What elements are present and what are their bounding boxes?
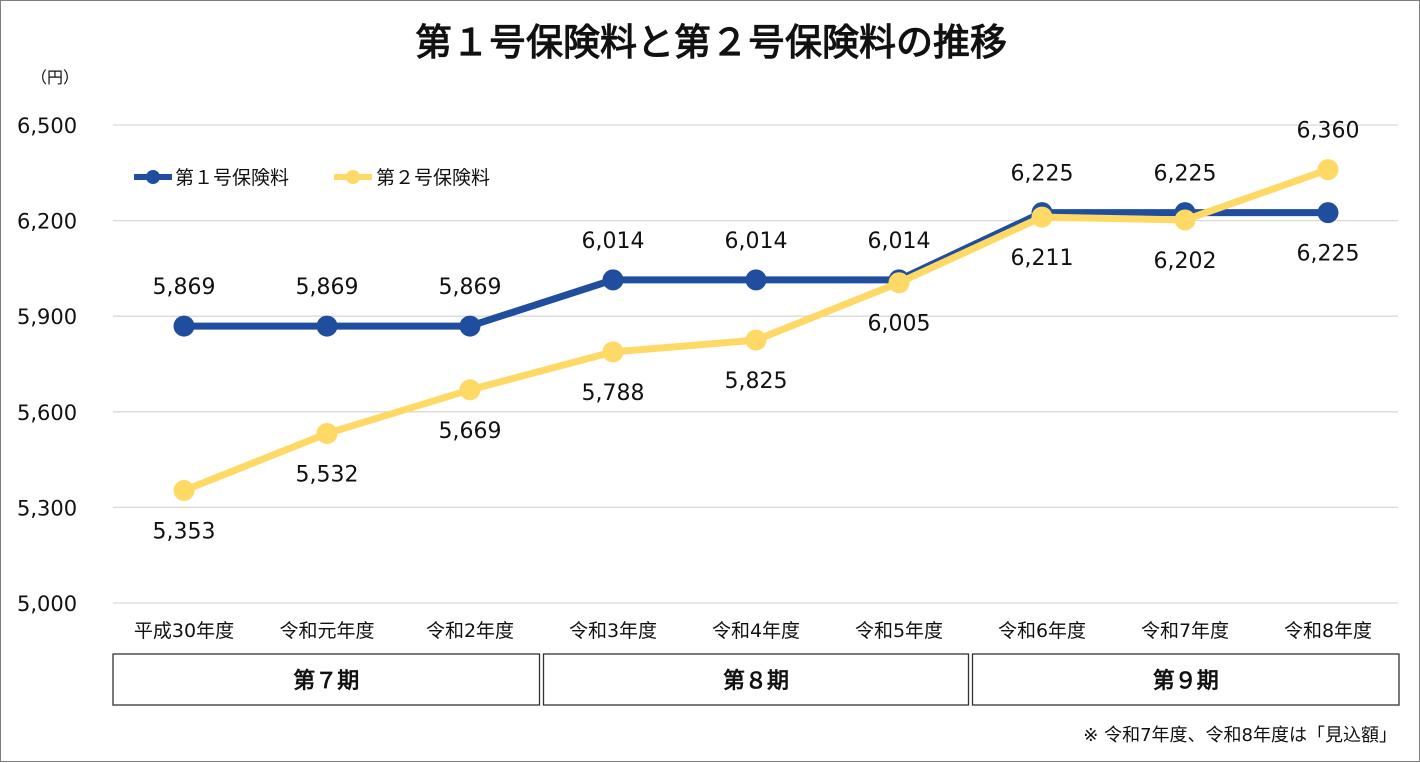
series-2-point [459,379,481,401]
y-tick-label: 6,500 [17,114,77,138]
x-category-label: 令和8年度 [1284,620,1372,642]
legend-label: 第１号保険料 [175,167,289,189]
x-category-label: 令和7年度 [1141,620,1229,642]
legend-swatch-marker [146,170,160,184]
series-2-point [173,480,195,502]
period-boxes: 第７期 第８期 第９期 [112,653,1400,706]
x-category-label: 令和6年度 [998,620,1086,642]
period-box [971,653,1400,706]
series-2-point [1317,159,1339,181]
series-2-point [1031,206,1053,228]
legend-label: 第２号保険料 [376,167,490,189]
x-axis-categories: 平成30年度 令和元年度 令和2年度 令和3年度 令和4年度 令和5年度 令和6年度 令和7年… [134,620,1372,642]
y-tick-label: 5,000 [17,592,77,616]
series-1-data-label: 5,869 [296,275,359,300]
x-category-label: 令和4年度 [712,620,800,642]
series-1-data-label: 6,225 [1011,162,1074,187]
series-1-point [316,315,338,337]
y-tick-label: 5,300 [17,496,77,520]
series-1-data-label: 6,014 [582,229,645,254]
series-2-data-label: 6,360 [1297,119,1360,144]
x-category-label: 平成30年度 [134,620,234,642]
series-2-point [602,341,624,363]
series-layer [173,159,1339,502]
period-box [542,653,970,706]
legend-swatch-marker [346,170,360,184]
x-category-label: 令和5年度 [855,620,943,642]
period-box [112,653,541,706]
series-1-point [459,315,481,337]
series-1-data-label: 6,225 [1297,242,1360,267]
series-2-point [888,272,910,294]
series-1-data-label: 6,014 [725,229,788,254]
data-labels: 5,869 5,869 5,869 6,014 6,014 6,014 6,225 6,225… [153,119,1360,545]
series-2-data-label: 6,211 [1011,246,1074,271]
series-2-data-label: 6,005 [868,312,931,337]
series-2-point [316,422,338,444]
series-2-data-label: 5,788 [582,381,645,406]
x-category-label: 令和元年度 [279,620,374,642]
period-label: 第８期 [723,668,789,694]
series-1-point [745,269,767,291]
y-axis-ticks: 5,000 5,300 5,600 5,900 6,200 6,500 [17,114,77,616]
chart-title: 第１号保険料と第２号保険料の推移 [415,21,1007,64]
x-category-label: 令和2年度 [426,620,514,642]
series-1-data-label: 5,869 [439,275,502,300]
period-label: 第９期 [1153,668,1219,694]
y-tick-label: 5,600 [17,401,77,425]
legend: 第１号保険料 第２号保険料 [134,167,490,189]
series-2-data-label: 5,825 [725,369,788,394]
series-2-point [1174,209,1196,231]
series-2-data-label: 5,353 [153,520,216,545]
series-1-point [602,269,624,291]
y-axis-unit: （円） [31,68,79,87]
gridlines [113,124,1398,604]
footnote: ※ 令和7年度、令和8年度は「見込額」 [1083,725,1397,746]
series-1-data-label: 6,225 [1154,162,1217,187]
y-tick-label: 5,900 [17,305,77,329]
x-category-label: 令和3年度 [569,620,657,642]
series-1-data-label: 5,869 [153,275,216,300]
series-2-data-label: 6,202 [1154,249,1217,274]
y-tick-label: 6,200 [17,210,77,234]
period-label: 第７期 [293,668,359,694]
series-1-data-label: 6,014 [868,229,931,254]
series-2-point [745,329,767,351]
series-1-point [173,315,195,337]
series-2-data-label: 5,532 [296,462,359,487]
series-1-point [1317,202,1339,224]
series-2-data-label: 5,669 [439,419,502,444]
